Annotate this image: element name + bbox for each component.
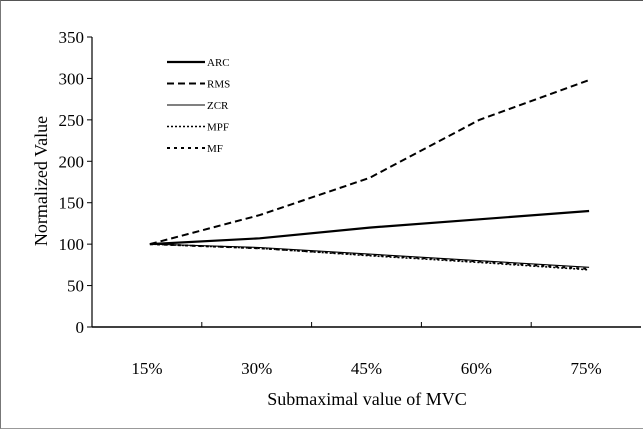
y-tick-label: 50 bbox=[67, 277, 84, 296]
y-tick-label: 0 bbox=[76, 318, 85, 337]
series-lines bbox=[149, 79, 590, 271]
series-line-mf bbox=[149, 243, 590, 270]
series-line-arc bbox=[149, 209, 590, 246]
y-tick-label: 350 bbox=[59, 28, 85, 47]
series-line-mpf bbox=[149, 243, 590, 271]
y-axis-title: Normalized Value bbox=[31, 116, 51, 246]
x-tick-label: 75% bbox=[571, 359, 602, 378]
x-tick-label: 60% bbox=[461, 359, 492, 378]
x-tick-label: 30% bbox=[241, 359, 272, 378]
legend-label-zcr: ZCR bbox=[207, 100, 229, 112]
legend-label-rms: RMS bbox=[207, 79, 230, 91]
y-tick-label: 150 bbox=[59, 194, 85, 213]
y-tick-label: 300 bbox=[59, 69, 85, 88]
y-tick-label: 250 bbox=[59, 111, 85, 130]
x-tick-label: 15% bbox=[131, 359, 162, 378]
axes: 0 50 100 150 200 250 300 350 15% 30% 45% 60% 75% bbox=[59, 28, 641, 378]
legend-label-mpf: MPF bbox=[207, 122, 229, 134]
x-tick-label: 45% bbox=[351, 359, 382, 378]
y-tick-label: 100 bbox=[59, 235, 85, 254]
x-axis-title: Submaximal value of MVC bbox=[267, 389, 466, 409]
legend-label-arc: ARC bbox=[207, 57, 230, 69]
legend: ARC RMS ZCR MPF MF bbox=[167, 57, 230, 155]
y-tick-label: 200 bbox=[59, 152, 85, 171]
legend-label-mf: MF bbox=[207, 143, 223, 155]
